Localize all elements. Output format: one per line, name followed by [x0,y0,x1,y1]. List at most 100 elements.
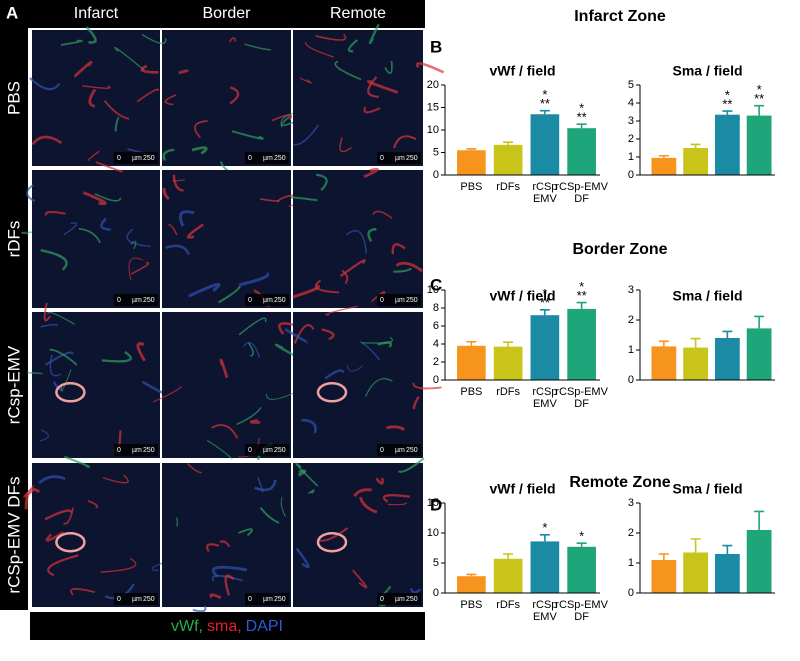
y-tick-label: 15 [427,497,439,509]
micrograph-texture [27,302,167,453]
bar [651,157,677,175]
micrograph-texture [295,457,425,607]
error-bar [539,309,550,316]
tissue-stroke [259,506,280,524]
column-label: Border [202,5,251,22]
tissue-stroke [249,419,261,424]
tissue-stroke [301,418,317,434]
significance: * [725,88,730,103]
significance: * [579,101,584,116]
tissue-stroke [257,477,264,493]
scale-bar-unit: µm [263,596,273,603]
scale-bar-end: 250 [274,155,286,162]
tissue-stroke [259,198,280,203]
tissue-stroke [409,587,422,594]
tissue-stroke [363,106,381,114]
y-tick-label: 20 [427,79,439,91]
tissue-stroke [359,496,378,514]
tissue-stroke [141,33,167,45]
tissue-stroke [114,117,120,132]
micrograph [293,30,423,166]
tissue-stroke [63,222,78,236]
row-label-bar [0,28,28,610]
error-bar [754,315,765,329]
x-tick-label-line: rCSp [532,181,557,193]
x-tick-label: rCSp-EMV DF [555,386,608,410]
scale-bar-start: 0 [248,596,252,603]
significance: * [579,529,584,544]
bar [530,541,560,593]
tissue-stroke [308,489,315,495]
significance: ** [577,110,587,125]
micrograph [162,30,291,166]
y-tick-label: 0 [433,374,439,386]
tissue-stroke [295,462,319,487]
column-label: Remote [330,5,386,22]
tissue-stroke [346,364,364,372]
row-label: rDFs [4,221,23,258]
tissue-stroke [87,499,99,509]
significance: ** [722,97,732,112]
tissue-stroke [293,124,319,146]
error-bar [576,301,587,309]
significance: * [579,279,584,294]
tissue-stroke [25,184,36,203]
y-tick-label: 5 [628,79,634,91]
tissue-stroke [242,342,261,358]
tissue-stroke [319,527,349,542]
micrograph [293,312,423,458]
tissue-stroke [238,528,253,537]
tissue-stroke [231,130,264,140]
x-tick-label-line: DF [574,398,589,410]
error-bar [754,510,765,530]
y-tick-label: 10 [427,124,439,136]
y-tick-label: 3 [628,497,634,509]
x-tick-label-line: EMV [533,611,558,623]
tissue-stroke [292,284,320,299]
tissue-stroke [382,494,410,503]
tissue-stroke [363,167,379,179]
scale-bar-end: 250 [143,447,155,454]
tissue-stroke [238,272,270,287]
tissue-stroke [162,148,175,162]
tissue-stroke [384,60,393,74]
x-tick-label: rDFs [496,181,520,193]
zone-letter: C [430,275,442,294]
tissue-stroke [81,85,111,89]
error-bar [576,123,587,129]
x-tick-label-line: EMV [533,193,558,205]
tissue-stroke [244,43,271,51]
tissue-stroke [367,76,379,98]
row-label: rCSp-EMV DFs [4,476,23,593]
x-tick-label-line: rCSp-EMV [555,181,608,193]
zone-title: Border Zone [572,241,667,258]
scale-bar-start: 0 [117,596,121,603]
bar [683,347,709,380]
scale-bar-unit: µm [395,297,405,304]
tissue-stroke [44,211,66,216]
bar [746,328,772,380]
tissue-stroke [281,115,294,127]
chart-title: Sma / field [672,63,742,79]
scale-bar-end: 250 [274,596,286,603]
tissue-stroke [152,386,183,403]
tissue-stroke [186,462,202,474]
scale-bar-start: 0 [117,297,121,304]
scale-bar-start: 0 [248,155,252,162]
scale-bar-unit: µm [263,155,273,162]
scale-bar-box [114,593,158,605]
tissue-stroke [280,497,286,518]
micrograph [32,463,160,607]
tissue-stroke [102,474,129,484]
tissue-stroke [191,146,208,155]
error-bar [466,340,477,346]
zone-title: Remote Zone [569,474,670,491]
tissue-stroke [305,41,334,58]
scale-bar-box [377,152,421,164]
tissue-stroke [188,282,221,298]
tissue-stroke [27,371,43,375]
scale-bar-start: 0 [117,155,121,162]
tissue-stroke [87,150,100,161]
bar [457,150,486,175]
x-tick-label: rCSp-EMV DF [555,599,608,623]
